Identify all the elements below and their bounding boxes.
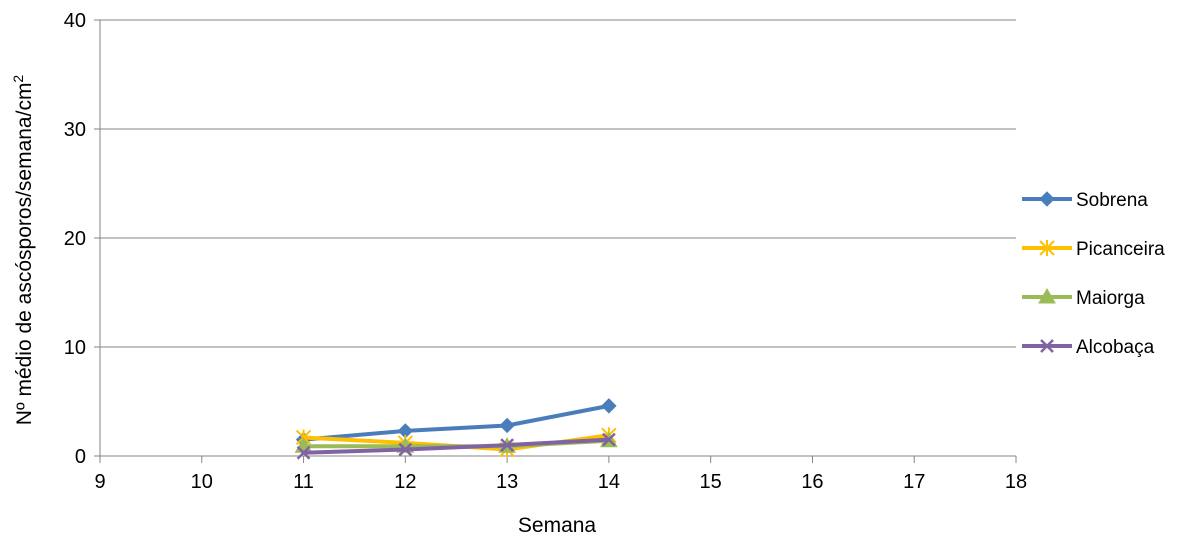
legend-marker bbox=[1040, 339, 1054, 353]
y-axis-title-superscript: 2 bbox=[10, 75, 26, 83]
gridlines bbox=[100, 19, 1016, 348]
x-tick-label: 12 bbox=[394, 471, 416, 493]
x-tick-label: 11 bbox=[293, 471, 314, 493]
data-point bbox=[602, 432, 616, 447]
x-tick-label: 13 bbox=[496, 471, 518, 493]
legend-marker bbox=[1039, 191, 1055, 207]
x-tick-label: 14 bbox=[598, 471, 620, 493]
x-marker-stroke bbox=[296, 445, 311, 460]
data-point bbox=[601, 398, 617, 414]
legend-marker bbox=[1038, 287, 1056, 304]
series-alcobaça bbox=[296, 432, 616, 460]
x-axis-title: Semana bbox=[518, 514, 597, 536]
data-point bbox=[500, 438, 514, 452]
y-tick-label: 0 bbox=[75, 446, 86, 468]
data-point bbox=[398, 442, 413, 457]
y-tick-label: 40 bbox=[64, 10, 86, 32]
x-marker-stroke bbox=[500, 438, 514, 452]
diamond-marker bbox=[499, 417, 515, 434]
x-tick-label: 10 bbox=[191, 471, 213, 493]
series-lines bbox=[294, 398, 618, 460]
legend-label: Alcobaça bbox=[1076, 337, 1155, 358]
x-marker-stroke bbox=[602, 432, 616, 447]
y-axis-title: Nº médio de ascósporos/semana/cm2 bbox=[10, 75, 36, 426]
axes bbox=[94, 19, 1017, 463]
y-tick-label: 20 bbox=[64, 228, 86, 250]
legend-item-picanceira: Picanceira bbox=[1022, 239, 1165, 260]
legend-item-sobrena: Sobrena bbox=[1022, 190, 1148, 211]
x-tick-label: 15 bbox=[700, 471, 722, 493]
y-tick-labels: 0 10 20 30 40 bbox=[64, 10, 86, 468]
x-marker-stroke bbox=[1040, 339, 1054, 353]
y-axis-title-text: Nº médio de ascósporos/semana/cm bbox=[13, 83, 36, 426]
data-point bbox=[499, 417, 515, 434]
diamond-marker bbox=[1039, 191, 1055, 207]
y-tick-label: 10 bbox=[64, 337, 86, 359]
x-tick-labels: 9 10 11 12 13 14 15 16 17 18 bbox=[94, 471, 1027, 493]
x-tick-label: 16 bbox=[801, 471, 823, 493]
x-marker-stroke bbox=[398, 442, 413, 457]
series-line bbox=[301, 437, 611, 455]
y-tick-label: 30 bbox=[64, 119, 86, 141]
legend: Sobrena Picanceira Maiorga Alcobaça bbox=[1022, 190, 1165, 358]
legend-marker bbox=[1039, 240, 1055, 256]
x-tick-label: 18 bbox=[1005, 471, 1027, 493]
legend-label: Picanceira bbox=[1076, 239, 1165, 260]
series-line bbox=[301, 403, 611, 442]
triangle-marker bbox=[1038, 287, 1056, 304]
x-tick-label: 17 bbox=[903, 471, 925, 493]
diamond-marker bbox=[601, 398, 617, 414]
legend-label: Sobrena bbox=[1076, 190, 1148, 211]
legend-item-alcobaça: Alcobaça bbox=[1022, 337, 1155, 358]
x-tick-label: 9 bbox=[94, 471, 105, 493]
legend-label: Maiorga bbox=[1076, 288, 1145, 309]
legend-item-maiorga: Maiorga bbox=[1022, 287, 1145, 309]
data-point bbox=[296, 445, 311, 460]
